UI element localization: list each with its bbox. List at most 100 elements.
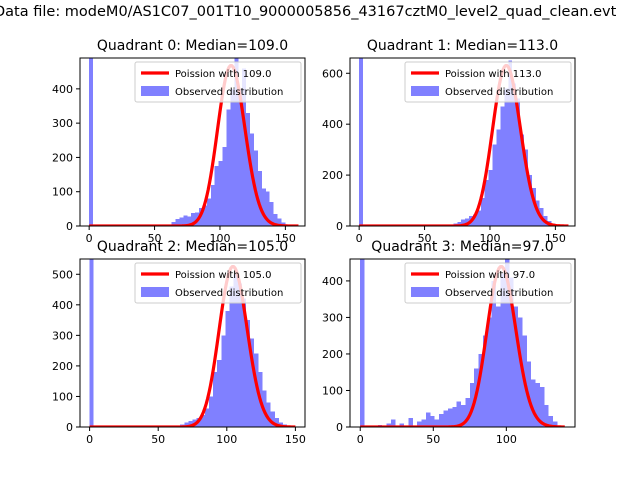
histogram-bar (421, 419, 426, 427)
histogram-bar (482, 335, 488, 427)
histogram-bar (359, 58, 364, 226)
histogram-bar (461, 405, 466, 427)
y-tick-label: 300 (52, 329, 73, 342)
x-tick-label: 150 (545, 232, 566, 245)
subplot-quadrant-1: 0 50 100 150 0 200 400 600 Quadrant 1: Median=11… (322, 38, 576, 245)
axes-frame (349, 258, 576, 428)
histogram-bar (504, 259, 510, 427)
histogram-bar (206, 198, 211, 226)
histogram-bar (221, 335, 226, 427)
y-tick-label: 0 (336, 220, 343, 233)
legend-line-label: Poission with 97.0 (445, 270, 535, 281)
histogram-bar (213, 372, 218, 427)
histogram-bar (188, 420, 193, 427)
histogram-bar (222, 147, 227, 226)
histogram-bar (491, 280, 497, 427)
histogram-bar (456, 401, 462, 427)
histogram-bar (504, 88, 509, 226)
x-tick-label: 100 (216, 433, 237, 446)
subplot-quadrant-0: 0 50 100 150 0 100 200 300 400 Quadrant 0: Median… (52, 38, 306, 245)
histogram-bar (480, 198, 485, 226)
histogram-bar (478, 353, 483, 427)
legend: Poission with 113.0 Observed distribution (404, 61, 572, 103)
histogram-bar (527, 175, 532, 226)
histogram-bar (208, 396, 214, 427)
y-tick-label: 300 (52, 117, 73, 130)
histogram-bar (472, 214, 477, 226)
histogram-bar (492, 144, 497, 226)
histogram-bar (261, 188, 266, 226)
x-tick-label: 50 (426, 433, 440, 446)
y-tick-label: 100 (52, 186, 73, 199)
legend-bar-label: Observed distribution (175, 288, 283, 299)
histogram-bar (457, 222, 462, 226)
histogram-bar (487, 317, 492, 427)
subplot-title: Quadrant 1: Median=113.0 (367, 38, 558, 54)
histogram-bar (360, 259, 365, 427)
figure-title: Data file: modeM0/AS1C07_001T10_90000058… (0, 4, 617, 20)
legend-line-label: Poission with 113.0 (445, 69, 541, 80)
histogram-bar (535, 383, 540, 427)
legend-bar-swatch (411, 287, 439, 297)
histogram-bar (265, 191, 270, 226)
legend-bar-label: Observed distribution (445, 288, 553, 299)
histogram-bar (512, 83, 517, 226)
histogram-bar (386, 423, 391, 427)
plot-area (89, 259, 296, 427)
histogram-bar (461, 219, 466, 226)
poisson-curve (360, 264, 565, 427)
histogram-bar (89, 58, 94, 226)
plot-area (358, 58, 569, 226)
histogram-bar (476, 210, 481, 226)
histogram-bar (452, 406, 457, 427)
y-tick-label: 400 (52, 299, 73, 312)
x-tick-label: 150 (275, 232, 296, 245)
histogram-bar (488, 170, 493, 226)
x-tick-label: 100 (496, 433, 517, 446)
histogram-bar (246, 320, 251, 427)
histogram-bar (484, 180, 489, 226)
y-tick-label: 100 (52, 390, 73, 403)
histogram-bar (277, 218, 282, 226)
histogram-bar (183, 215, 188, 226)
plot-area (360, 259, 565, 427)
legend-bar-swatch (141, 287, 169, 297)
legend-line-label: Poission with 105.0 (175, 270, 271, 281)
histogram-bar (439, 414, 444, 427)
histogram-bar (202, 205, 207, 226)
histogram-bar (465, 397, 470, 427)
histogram-bar (210, 184, 215, 226)
poisson-curve (88, 63, 299, 226)
subplot-title: Quadrant 3: Median=97.0 (371, 239, 553, 255)
histogram-bar (417, 421, 422, 427)
histogram-bar (518, 317, 523, 427)
poisson-curve (89, 264, 296, 427)
histogram-bar (523, 149, 528, 226)
histogram-bar (548, 416, 554, 427)
histogram-bar (217, 359, 222, 427)
histogram-bar (408, 417, 413, 427)
y-tick-label: 200 (322, 169, 343, 182)
histogram-bar (531, 379, 536, 427)
histogram-bar (225, 310, 230, 427)
histogram-bar (513, 306, 519, 427)
histogram-bar (238, 88, 243, 226)
histogram-bar (430, 416, 435, 427)
histogram-bar (399, 423, 405, 427)
histogram-bar (184, 422, 189, 427)
histogram-bar (179, 217, 184, 226)
legend-box (404, 61, 572, 103)
axes-frame (79, 258, 306, 428)
histogram-bar (539, 386, 545, 427)
x-tick-label: 0 (86, 433, 93, 446)
y-tick-label: 400 (52, 83, 73, 96)
subplot-quadrant-3: 0 50 100 0 100 200 300 400 Quadrant 3: Median=97… (322, 239, 576, 446)
legend: Poission with 97.0 Observed distribution (404, 262, 572, 304)
histogram-bar (273, 214, 278, 226)
y-tick-label: 200 (322, 348, 343, 361)
axes-frame (349, 57, 576, 227)
histogram-bar (242, 68, 247, 226)
histogram-bar (447, 408, 453, 427)
y-tick-label: 0 (66, 421, 73, 434)
histogram-bar (269, 202, 274, 226)
